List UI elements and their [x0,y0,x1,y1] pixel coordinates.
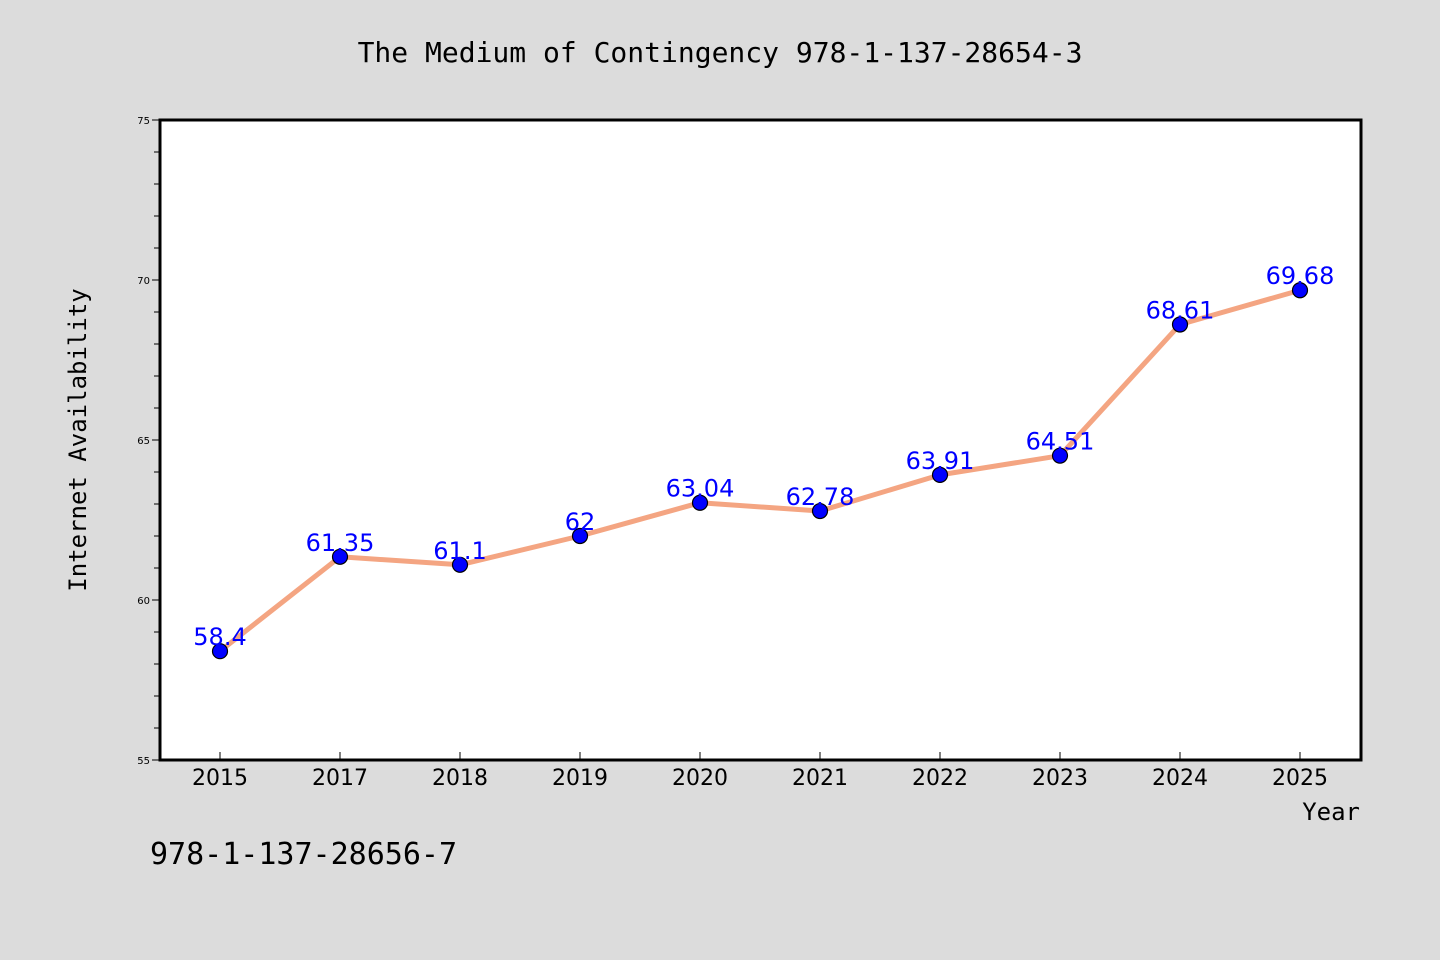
chart-title: The Medium of Contingency 978-1-137-2865… [358,36,1083,69]
data-label: 68.61 [1146,296,1215,324]
series-polyline [217,287,1303,654]
y-tick-label: 70 [137,276,150,287]
footnote-text: 978-1-137-28656-7 [150,837,457,872]
x-tick-label: 2018 [432,766,488,791]
data-label: 61.1 [433,537,486,565]
x-tick-label: 2024 [1152,766,1208,791]
y-tick-label: 55 [137,756,150,767]
data-label: 62 [565,508,596,536]
y-tick-label: 65 [137,436,150,447]
x-tick-label: 2015 [192,766,248,791]
data-point [451,556,469,573]
x-tick-label: 2019 [552,766,608,791]
x-tick-label: 2023 [1032,766,1088,791]
x-tick-label: 2020 [672,766,728,791]
data-label: 63.04 [666,475,735,503]
data-label: 64.51 [1026,428,1095,456]
data-point [811,502,829,520]
data-label: 63.91 [906,447,975,475]
data-label: 62.78 [786,483,855,511]
series-markers [211,282,1309,660]
data-label: 58.4 [193,623,246,651]
data-point [691,494,709,511]
plot-frame [158,118,1363,762]
x-axis-label: Year [1302,798,1360,826]
data-label: 61.35 [306,529,375,557]
x-tick-label: 2021 [792,766,848,791]
data-point [331,548,349,565]
data-point [1171,316,1189,333]
plot-area [160,120,1361,760]
x-tick-label: 2022 [912,766,968,791]
x-tick-label: 2017 [312,766,368,791]
y-axis-label: Internet Availability [64,288,92,591]
data-label: 69.68 [1266,262,1335,290]
y-tick-label: 75 [137,116,150,127]
data-point [1051,447,1069,464]
y-tick-label: 60 [137,596,150,607]
data-point [931,466,949,483]
x-axis: 2015 2017 2018 2019 2020 2021 2022 2023 2024 2025 [192,752,1328,791]
data-point [1291,282,1309,299]
data-point [571,527,589,545]
data-point [211,643,229,660]
data-labels: 58.4 61.35 61.1 62 63.04 62.78 63.91 64.51 68.61… [193,262,1334,651]
series-line [217,287,1303,654]
x-tick-label: 2025 [1272,766,1328,791]
